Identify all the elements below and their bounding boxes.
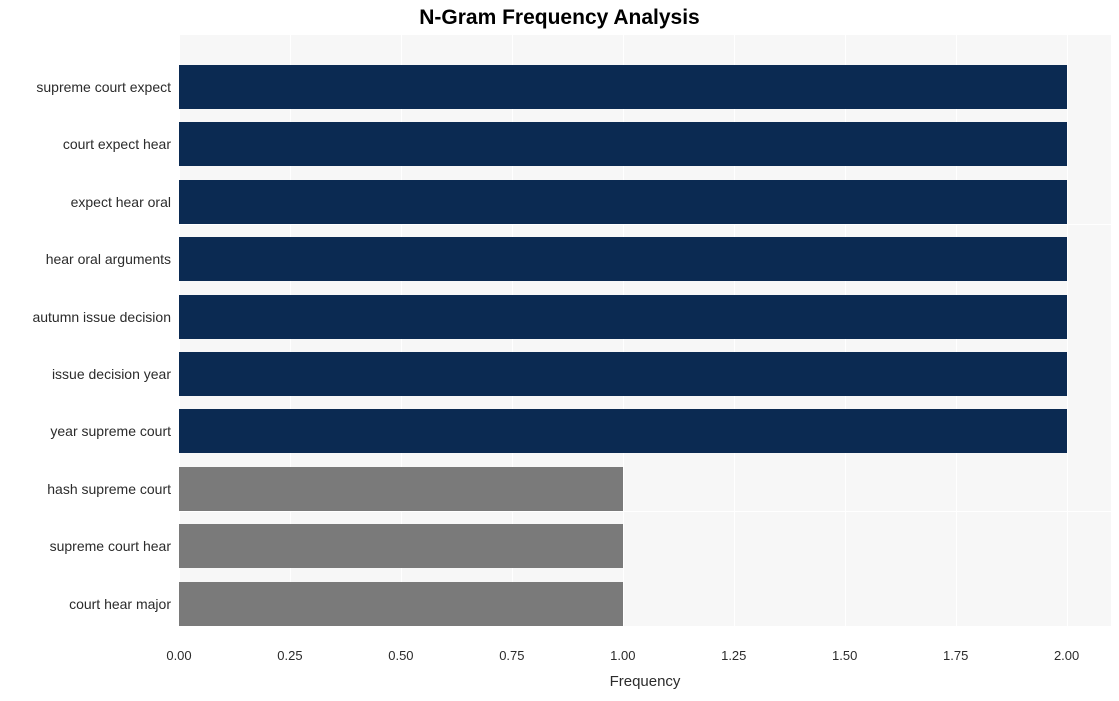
x-tick-label: 1.75 (943, 648, 968, 663)
x-tick-label: 1.50 (832, 648, 857, 663)
y-tick-label: expect hear oral (1, 195, 171, 209)
bar (179, 295, 1067, 339)
x-tick-label: 0.00 (166, 648, 191, 663)
x-tick-label: 0.75 (499, 648, 524, 663)
y-tick-label: supreme court hear (1, 539, 171, 553)
bar (179, 409, 1067, 453)
x-tick-label: 0.50 (388, 648, 413, 663)
row-stripe (179, 35, 1111, 59)
x-tick-label: 2.00 (1054, 648, 1079, 663)
plot-area (179, 35, 1111, 635)
y-tick-label: autumn issue decision (1, 310, 171, 324)
y-tick-label: hash supreme court (1, 482, 171, 496)
y-tick-label: court expect hear (1, 137, 171, 151)
y-tick-label: issue decision year (1, 367, 171, 381)
x-tick-label: 1.00 (610, 648, 635, 663)
chart-title: N-Gram Frequency Analysis (0, 6, 1119, 30)
bar (179, 65, 1067, 109)
y-tick-label: court hear major (1, 597, 171, 611)
bar (179, 467, 623, 511)
chart-container: N-Gram Frequency Analysis Frequency supr… (0, 0, 1119, 701)
x-tick-label: 1.25 (721, 648, 746, 663)
x-axis-label: Frequency (179, 673, 1111, 690)
gridline (1067, 35, 1068, 635)
y-tick-label: hear oral arguments (1, 252, 171, 266)
y-tick-label: supreme court expect (1, 80, 171, 94)
bar (179, 582, 623, 626)
bar (179, 352, 1067, 396)
x-tick-label: 0.25 (277, 648, 302, 663)
bar (179, 122, 1067, 166)
bar (179, 524, 623, 568)
bar (179, 180, 1067, 224)
bar (179, 237, 1067, 281)
y-tick-label: year supreme court (1, 424, 171, 438)
